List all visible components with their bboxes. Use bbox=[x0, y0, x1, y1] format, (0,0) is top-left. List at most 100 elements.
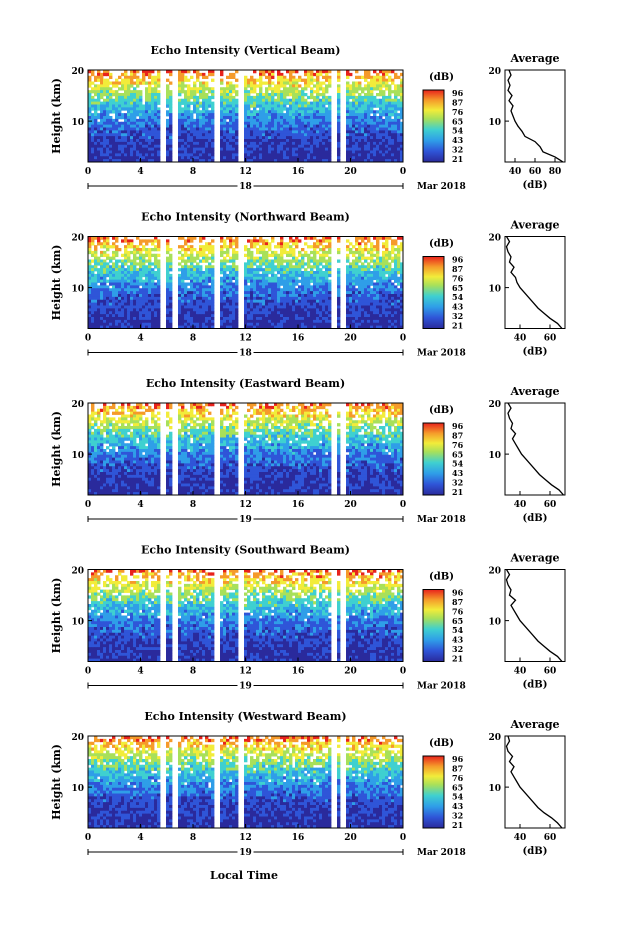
heatmap-cell bbox=[379, 282, 383, 286]
heatmap-cell bbox=[289, 113, 293, 117]
heatmap-cell bbox=[352, 305, 356, 309]
heatmap-cell bbox=[205, 273, 209, 278]
heatmap-cell bbox=[388, 70, 392, 74]
heatmap-cell bbox=[379, 87, 383, 91]
heatmap-cell bbox=[364, 311, 368, 315]
heatmap-cell bbox=[118, 75, 122, 80]
heatmap-cell bbox=[283, 87, 287, 91]
heatmap-cell bbox=[112, 291, 116, 295]
heatmap-cell bbox=[166, 268, 170, 272]
heatmap-cell bbox=[181, 311, 185, 315]
heatmap-cell bbox=[304, 299, 308, 304]
heatmap-cell bbox=[367, 291, 371, 295]
heatmap-cell bbox=[346, 285, 350, 289]
heatmap-cell bbox=[154, 141, 158, 146]
heatmap-cell bbox=[109, 139, 113, 143]
heatmap-cell bbox=[325, 311, 329, 315]
heatmap-cell bbox=[253, 288, 257, 292]
heatmap-cell bbox=[124, 124, 128, 128]
heatmap-cell bbox=[97, 133, 101, 137]
heatmap-cell bbox=[256, 268, 260, 272]
heatmap-cell bbox=[277, 294, 281, 298]
heatmap-cell bbox=[322, 104, 326, 108]
heatmap-cell bbox=[346, 81, 350, 85]
heatmap-cell bbox=[328, 98, 332, 103]
heatmap-cell bbox=[388, 159, 392, 163]
heatmap-cell bbox=[280, 311, 284, 315]
heatmap-cell bbox=[247, 98, 251, 103]
heatmap-cell bbox=[103, 271, 107, 275]
heatmap-cell bbox=[364, 299, 368, 304]
heatmap-cell bbox=[106, 113, 110, 117]
heatmap-cell bbox=[337, 259, 341, 263]
heatmap-cell bbox=[346, 121, 350, 126]
heatmap-cell bbox=[265, 273, 269, 278]
heatmap-cell bbox=[229, 314, 233, 318]
heatmap-cell bbox=[256, 124, 260, 128]
heatmap-cell bbox=[394, 101, 398, 105]
heatmap-cell bbox=[367, 110, 371, 114]
heatmap-cell bbox=[223, 107, 227, 111]
heatmap-cell bbox=[310, 110, 314, 114]
heatmap-cell bbox=[169, 110, 173, 114]
heatmap-cell bbox=[304, 294, 308, 298]
heatmap-cell bbox=[91, 159, 95, 163]
heatmap-cell bbox=[124, 248, 128, 252]
heatmap-cell bbox=[139, 127, 143, 131]
heatmap-cell bbox=[382, 101, 386, 105]
heatmap-cell bbox=[235, 139, 239, 143]
heatmap-cell bbox=[100, 93, 104, 97]
heatmap-cell bbox=[397, 127, 401, 131]
heatmap-cell bbox=[400, 282, 404, 286]
heatmap-cell bbox=[115, 245, 119, 249]
heatmap-cell bbox=[280, 121, 284, 126]
heatmap-cell bbox=[250, 139, 254, 143]
heatmap-cell bbox=[355, 95, 359, 100]
heatmap-cell bbox=[280, 245, 284, 249]
heatmap-cell bbox=[166, 314, 170, 318]
heatmap-cell bbox=[307, 81, 311, 85]
heatmap-cell bbox=[103, 294, 107, 298]
heatmap-cell bbox=[274, 98, 278, 103]
heatmap-cell bbox=[124, 107, 128, 111]
heatmap-cell bbox=[181, 259, 185, 263]
heatmap-cell bbox=[337, 93, 341, 97]
heatmap-cell bbox=[328, 127, 332, 131]
heatmap-cell bbox=[106, 110, 110, 114]
heatmap-cell bbox=[391, 314, 395, 318]
heatmap-cell bbox=[289, 121, 293, 126]
heatmap-cell bbox=[118, 308, 122, 312]
heatmap-cell bbox=[205, 84, 209, 88]
heatmap-cell bbox=[223, 141, 227, 146]
heatmap-cell bbox=[88, 279, 92, 283]
heatmap-cell bbox=[190, 279, 194, 283]
heatmap-cell bbox=[337, 101, 341, 105]
heatmap-cell bbox=[298, 279, 302, 283]
heatmap-cell bbox=[388, 153, 392, 157]
heatmap-cell bbox=[265, 311, 269, 315]
heatmap-cell bbox=[274, 107, 278, 111]
heatmap-cell bbox=[157, 101, 161, 105]
heatmap-cell bbox=[154, 262, 158, 266]
heatmap-cell bbox=[271, 236, 275, 240]
heatmap-cell bbox=[145, 110, 149, 114]
heatmap-cell bbox=[88, 107, 92, 111]
heatmap-cell bbox=[271, 116, 275, 120]
heatmap-cell bbox=[259, 110, 263, 114]
heatmap-cell bbox=[397, 107, 401, 111]
heatmap-cell bbox=[145, 70, 149, 74]
heatmap-cell bbox=[247, 253, 251, 258]
heatmap-cell bbox=[352, 133, 356, 137]
heatmap-cell bbox=[316, 90, 320, 94]
heatmap-cell bbox=[385, 259, 389, 263]
heatmap-cell bbox=[106, 253, 110, 258]
heatmap-cell bbox=[124, 93, 128, 97]
heatmap-cell bbox=[346, 296, 350, 301]
heatmap-cell bbox=[106, 90, 110, 94]
heatmap-cell bbox=[259, 147, 263, 151]
heatmap-cell bbox=[337, 308, 341, 312]
heatmap-cell bbox=[379, 93, 383, 97]
heatmap-cell bbox=[277, 95, 281, 100]
heatmap-cell bbox=[295, 273, 299, 278]
heatmap-cell bbox=[109, 259, 113, 263]
